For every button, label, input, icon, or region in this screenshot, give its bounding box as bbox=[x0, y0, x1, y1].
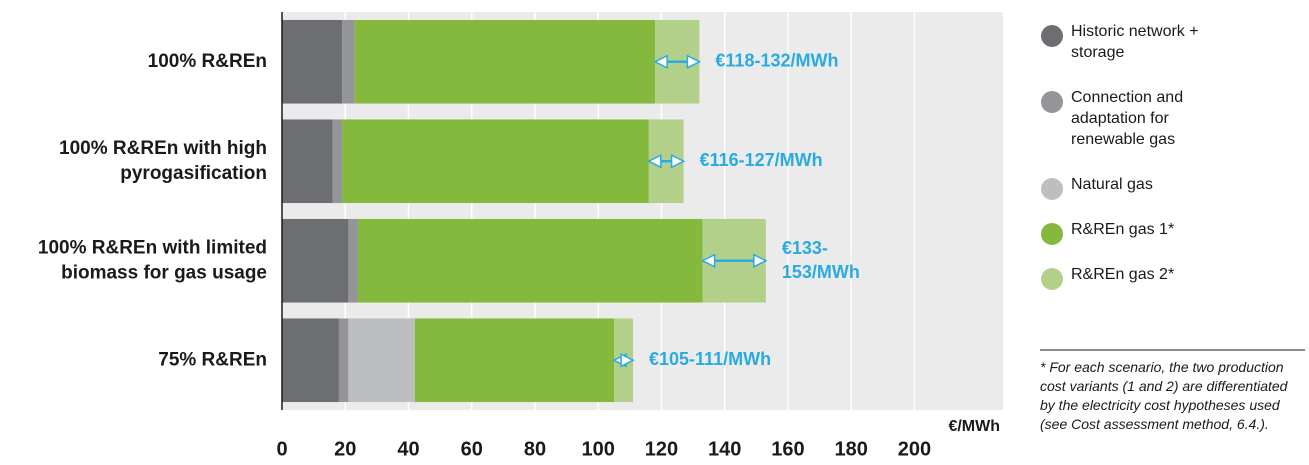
legend-swatch bbox=[1041, 178, 1063, 200]
bar-segment bbox=[282, 318, 339, 403]
legend-swatch bbox=[1041, 25, 1063, 47]
range-arrow-high bbox=[620, 353, 635, 368]
x-tick-label: 20 bbox=[334, 438, 356, 460]
bar-segment bbox=[342, 19, 355, 104]
bar-segment bbox=[332, 119, 343, 204]
bar-segment bbox=[282, 119, 333, 204]
range-label: €133-153/MWh bbox=[782, 238, 860, 282]
x-tick-label: 160 bbox=[771, 438, 804, 460]
range-arrow-low bbox=[653, 54, 668, 69]
x-tick-label: 0 bbox=[276, 438, 287, 460]
x-tick-label: 80 bbox=[524, 438, 546, 460]
legend-label: R&REn gas 2* bbox=[1071, 266, 1174, 283]
bar-segment bbox=[357, 218, 703, 303]
range-label: €118-132/MWh bbox=[715, 51, 838, 71]
bar-segment bbox=[282, 218, 349, 303]
range-arrow-high bbox=[753, 253, 768, 268]
bar-segment bbox=[414, 318, 615, 403]
category-label: 100% R&REn with limited biomass for gas u… bbox=[38, 237, 267, 283]
legend-swatch bbox=[1041, 91, 1063, 113]
x-tick-label: 140 bbox=[708, 438, 741, 460]
bar-segment bbox=[338, 318, 349, 403]
range-label: €105-111/MWh bbox=[649, 349, 771, 369]
range-arrow-low bbox=[700, 253, 716, 268]
bar-segment bbox=[282, 19, 343, 104]
legend-swatch bbox=[1041, 268, 1063, 290]
range-arrow-high bbox=[670, 154, 686, 169]
legend-label: Historic network + storage bbox=[1071, 23, 1199, 61]
bar-segment bbox=[354, 19, 656, 104]
range-label: €116-127/MWh bbox=[700, 150, 823, 170]
x-tick-label: 40 bbox=[397, 438, 419, 460]
category-label: 100% R&REn with high pyrogasification bbox=[59, 138, 267, 184]
footnote: * For each scenario, the two production c… bbox=[1040, 359, 1289, 432]
bar-segment bbox=[342, 119, 649, 204]
category-label: 75% R&REn bbox=[158, 349, 267, 370]
legend-swatch bbox=[1041, 223, 1063, 245]
category-label: 100% R&REn bbox=[148, 51, 267, 72]
x-tick-label: 120 bbox=[645, 438, 678, 460]
x-tick-label: 100 bbox=[582, 438, 615, 460]
legend-label: Natural gas bbox=[1071, 176, 1153, 193]
x-tick-label: 180 bbox=[835, 438, 868, 460]
x-tick-label: 60 bbox=[461, 438, 483, 460]
legend-label: Connection and adaptation for renewable ga… bbox=[1071, 89, 1183, 148]
legend-label: R&REn gas 1* bbox=[1071, 221, 1174, 238]
x-axis-label: €/MWh bbox=[948, 418, 1000, 435]
x-tick-label: 200 bbox=[898, 438, 931, 460]
bar-segment bbox=[348, 318, 415, 403]
range-arrow-low bbox=[647, 154, 662, 169]
range-arrow-high bbox=[686, 54, 702, 69]
bar-segment bbox=[348, 218, 358, 303]
